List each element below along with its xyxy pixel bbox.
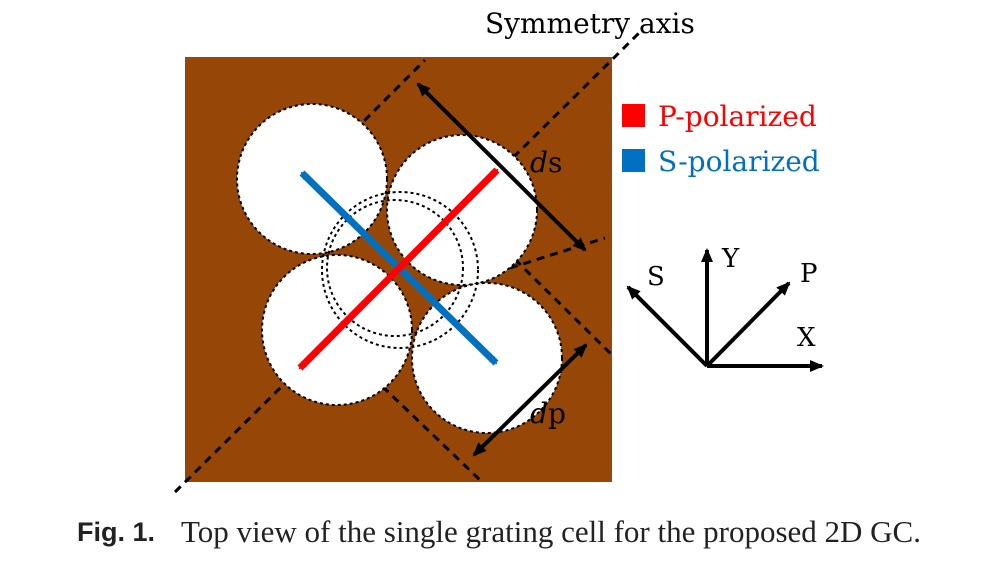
legend-p-swatch — [622, 104, 645, 127]
coord-s-label: S — [647, 262, 665, 292]
ds-dimension-arrow — [416, 82, 587, 252]
symmetry-axis-label: Symmetry axis — [485, 7, 695, 40]
caption-text: Top view of the single grating cell for … — [181, 514, 921, 549]
ds-guide-line-3 — [509, 236, 606, 270]
coord-p-label: P — [800, 259, 818, 289]
dp-label: dp — [530, 397, 566, 430]
s-axis-arrow — [626, 285, 709, 368]
coord-y-label: Y — [721, 244, 740, 274]
coord-x-label: X — [797, 323, 816, 353]
caption-label: Fig. 1. — [77, 516, 156, 547]
ds-label: ds — [530, 146, 562, 179]
figure-caption: Fig. 1. Top view of the single grating c… — [0, 500, 998, 564]
legend-s-swatch — [622, 149, 645, 172]
legend-s-label: S-polarized — [658, 145, 820, 178]
legend-p-label: P-polarized — [658, 100, 817, 133]
p-axis-arrow — [705, 281, 791, 368]
dp-dimension-arrow — [472, 343, 588, 457]
figure-canvas: ds dp Symmetry axis P-polarized S-polari… — [173, 7, 824, 494]
grating-cell-figure: ds dp Symmetry axis P-polarized S-polari… — [173, 7, 824, 494]
